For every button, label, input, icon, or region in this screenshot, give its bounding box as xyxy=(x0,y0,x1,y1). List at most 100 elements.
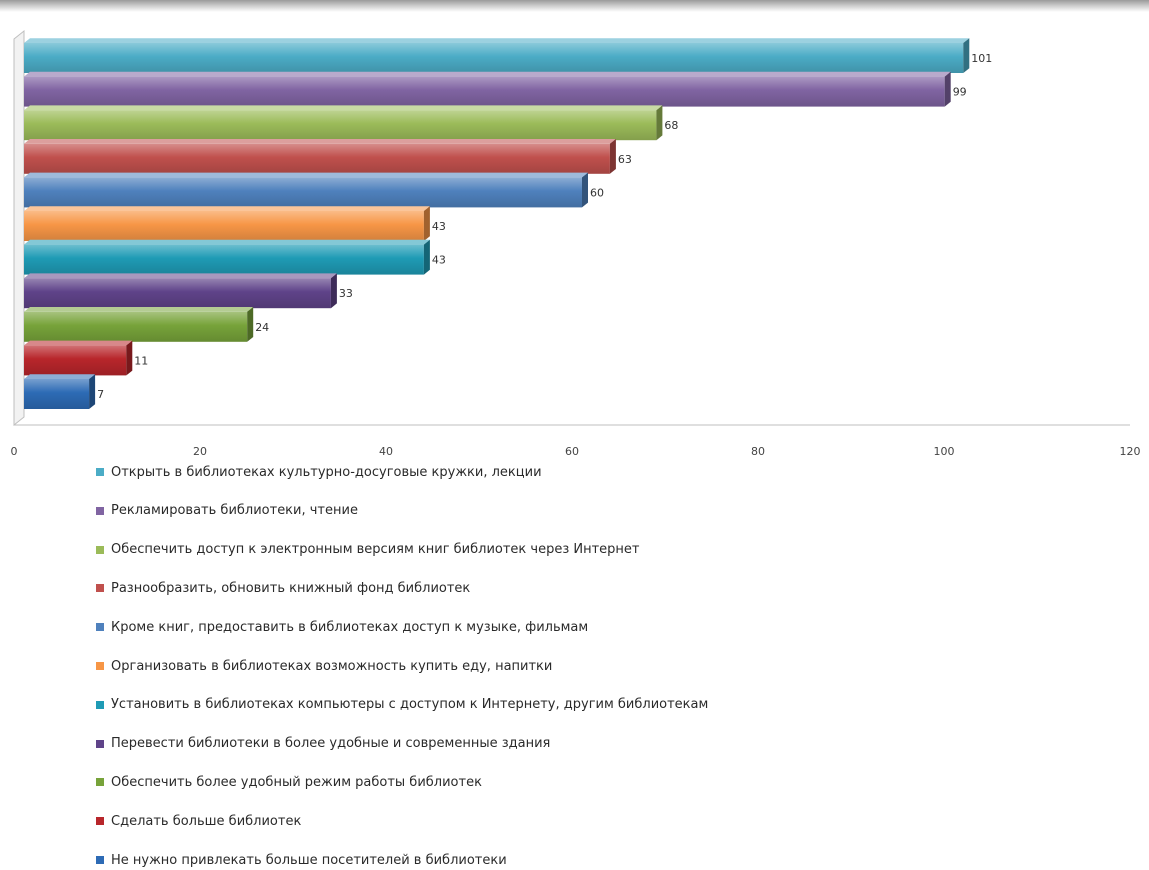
legend-swatch xyxy=(96,623,104,632)
legend-item-3: Обеспечить доступ к электронным версиям … xyxy=(96,540,640,560)
bar-1 xyxy=(24,38,970,73)
bar-2 xyxy=(24,71,951,107)
bar-7 xyxy=(24,239,430,275)
bar-end-face xyxy=(89,374,96,409)
bar-8 xyxy=(24,273,337,309)
data-label-3: 68 xyxy=(664,119,678,132)
legend-swatch xyxy=(96,739,104,748)
bar-top-face xyxy=(24,172,588,178)
bar-4 xyxy=(24,139,616,174)
bar-top-face xyxy=(24,307,254,312)
x-tick-label: 20 xyxy=(193,445,207,455)
bar-top-face xyxy=(24,206,430,211)
bar-9 xyxy=(24,307,254,342)
data-label-2: 99 xyxy=(953,86,967,99)
bar-front-face xyxy=(24,76,945,107)
data-label-4: 63 xyxy=(618,153,632,166)
bar-top-face xyxy=(24,139,616,144)
legend-swatch xyxy=(96,817,104,826)
bar-front-face xyxy=(24,211,424,241)
bar-front-face xyxy=(24,244,424,275)
bar-front-face xyxy=(24,143,610,174)
legend-swatch xyxy=(96,778,104,787)
bar-end-face xyxy=(582,172,588,208)
bar-front-face xyxy=(24,345,127,376)
bar-chart: 101 99 68 63 60 43 43 33 24 11 7 0 20 40 60 80 100 120 xyxy=(11,29,1141,455)
legend-label: Кроме книг, предоставить в библиотеках д… xyxy=(111,619,589,635)
legend-label: Установить в библиотеках компьютеры с до… xyxy=(111,697,709,713)
data-label-6: 43 xyxy=(432,220,446,233)
legend-swatch xyxy=(96,468,104,476)
bar-end-face xyxy=(423,206,430,241)
legend-item-4: Разнообразить, обновить книжный фонд биб… xyxy=(96,578,470,598)
legend-swatch xyxy=(96,506,104,515)
bar-front-face xyxy=(24,43,964,73)
data-label-10: 11 xyxy=(134,354,148,367)
data-label-1: 101 xyxy=(971,52,992,65)
chart-legend: Открыть в библиотеках культурно-досуговы… xyxy=(96,455,1096,868)
bar-top-face xyxy=(24,273,337,279)
chart-data-labels: 101 99 68 63 60 43 43 33 24 11 7 xyxy=(97,52,992,401)
x-tick-label: 40 xyxy=(379,445,393,455)
bar-top-face xyxy=(24,71,951,77)
bar-top-face xyxy=(24,374,96,379)
bar-front-face xyxy=(24,278,331,309)
legend-label: Рекламировать библиотеки, чтение xyxy=(111,503,358,519)
legend-item-9: Обеспечить более удобный режим работы би… xyxy=(96,772,482,792)
bar-10 xyxy=(24,340,133,376)
bar-end-face xyxy=(423,239,430,275)
chart-side-wall xyxy=(13,29,25,427)
bar-top-face xyxy=(24,340,133,346)
bar-front-face xyxy=(24,177,582,208)
legend-label: Не нужно привлекать больше посетителей в… xyxy=(111,852,507,868)
legend-label: Обеспечить более удобный режим работы би… xyxy=(111,774,482,790)
legend-swatch xyxy=(96,856,104,864)
chart-axes xyxy=(13,29,1130,427)
legend-item-1: Открыть в библиотеках культурно-досуговы… xyxy=(96,462,542,482)
bar-end-face xyxy=(944,71,951,107)
data-label-5: 60 xyxy=(590,186,604,199)
legend-item-8: Перевести библиотеки в более удобные и с… xyxy=(96,734,550,754)
bar-end-face xyxy=(126,340,133,376)
legend-label: Открыть в библиотеках культурно-досуговы… xyxy=(111,464,542,480)
bar-end-face xyxy=(330,273,337,309)
legend-item-6: Организовать в библиотеках возможность к… xyxy=(96,656,552,676)
bar-front-face xyxy=(24,379,90,409)
bar-end-face xyxy=(656,105,663,141)
legend-label: Разнообразить, обновить книжный фонд биб… xyxy=(111,580,471,596)
bar-end-face xyxy=(963,38,970,73)
x-tick-label: 100 xyxy=(934,445,955,455)
data-label-7: 43 xyxy=(432,254,446,267)
legend-item-5: Кроме книг, предоставить в библиотеках д… xyxy=(96,617,588,637)
bar-top-face xyxy=(24,105,663,111)
data-label-8: 33 xyxy=(339,287,353,300)
legend-label: Перевести библиотеки в более удобные и с… xyxy=(111,736,551,752)
legend-item-2: Рекламировать библиотеки, чтение xyxy=(96,501,358,521)
bar-end-face xyxy=(247,307,254,342)
data-label-11: 7 xyxy=(97,388,104,401)
bar-3 xyxy=(24,105,663,141)
legend-label: Сделать больше библиотек xyxy=(111,813,302,829)
bar-5 xyxy=(24,172,588,208)
data-label-9: 24 xyxy=(255,321,269,334)
legend-item-10: Сделать больше библиотек xyxy=(96,811,301,831)
x-tick-label: 0 xyxy=(11,445,18,455)
legend-item-11: Не нужно привлекать больше посетителей в… xyxy=(96,850,507,870)
bar-front-face xyxy=(24,311,248,342)
legend-swatch xyxy=(96,662,104,670)
window-top-border xyxy=(0,0,1149,12)
legend-swatch xyxy=(96,700,104,709)
x-tick-label: 80 xyxy=(751,445,765,455)
x-tick-label: 60 xyxy=(565,445,579,455)
x-axis-tick-labels: 0 20 40 60 80 100 120 xyxy=(11,445,1141,455)
bar-11 xyxy=(24,374,96,409)
x-tick-label: 120 xyxy=(1120,445,1141,455)
legend-swatch xyxy=(96,584,104,593)
bar-top-face xyxy=(24,38,970,43)
bar-6 xyxy=(24,206,430,241)
bar-front-face xyxy=(24,110,657,141)
bar-end-face xyxy=(609,139,616,174)
legend-item-7: Установить в библиотеках компьютеры с до… xyxy=(96,695,708,715)
chart-bars xyxy=(24,38,970,409)
bar-top-face xyxy=(24,239,430,245)
